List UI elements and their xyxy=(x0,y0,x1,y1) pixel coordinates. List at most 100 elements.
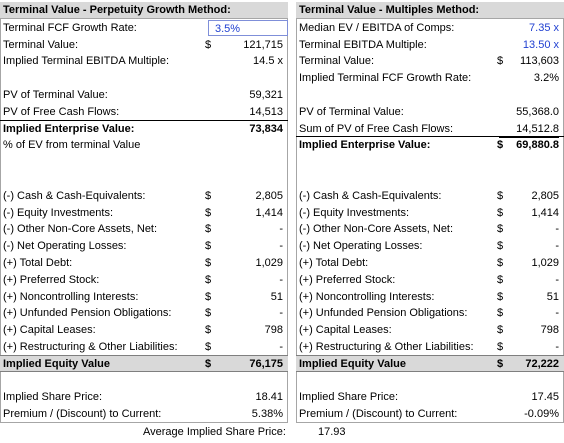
row-value: 72,222 xyxy=(525,357,559,370)
row-label: Implied Equity Value xyxy=(299,357,406,370)
row-value: - xyxy=(279,307,283,320)
row-label: Premium / (Discount) to Current: xyxy=(3,408,162,421)
row-label: PV of Terminal Value: xyxy=(299,105,404,118)
row-value: - xyxy=(555,307,559,320)
row-currency: $ xyxy=(205,206,212,219)
row-currency: $ xyxy=(205,38,212,51)
row-value: - xyxy=(555,273,559,286)
row-rule xyxy=(296,136,564,138)
row-label: Implied Share Price: xyxy=(299,391,399,404)
row-label: (+) Restructuring & Other Liabilities: xyxy=(299,341,474,353)
row-label: (+) Preferred Stock: xyxy=(3,273,100,286)
row-label: (-) Other Non-Core Assets, Net: xyxy=(3,223,158,236)
row-label: Implied Enterprise Value: xyxy=(299,139,431,152)
row-currency: $ xyxy=(497,55,504,68)
row-currency: $ xyxy=(205,223,212,236)
row-currency: $ xyxy=(497,341,504,353)
row-currency: $ xyxy=(205,357,212,370)
row-currency: $ xyxy=(205,341,212,353)
row-label: Terminal EBITDA Multiple: xyxy=(299,38,427,51)
row-label: Implied Enterprise Value: xyxy=(3,122,135,135)
row-value: 113,603 xyxy=(520,55,559,68)
row-value: 1,414 xyxy=(531,206,559,219)
panel-title: Terminal Value - Multiples Method: xyxy=(296,2,564,19)
row-label: Implied Share Price: xyxy=(3,391,103,404)
row-rule xyxy=(0,119,288,121)
row-currency: $ xyxy=(205,240,212,253)
row-label: (-) Net Operating Losses: xyxy=(299,240,423,253)
row-currency: $ xyxy=(497,273,504,286)
row-label: Terminal Value: xyxy=(299,55,374,68)
row-label: (+) Preferred Stock: xyxy=(299,273,396,286)
row-label: (+) Total Debt: xyxy=(3,257,73,269)
row-value: 14,512.8 xyxy=(499,121,559,138)
row-label: (-) Equity Investments: xyxy=(299,206,410,219)
row-value: 55,368.0 xyxy=(516,105,559,118)
row-value: 3.2% xyxy=(533,72,559,85)
row-currency: $ xyxy=(497,240,504,253)
row-label: PV of Terminal Value: xyxy=(3,89,108,101)
row-value: -0.09% xyxy=(524,408,559,421)
row-label: (-) Equity Investments: xyxy=(3,206,114,219)
row-currency: $ xyxy=(497,139,504,152)
row-value: 14,513 xyxy=(223,104,283,121)
row-value: - xyxy=(223,339,283,356)
footer-value: 17.93 xyxy=(318,426,346,438)
row-currency: $ xyxy=(497,290,504,303)
row-value: - xyxy=(555,223,559,236)
row-value: - xyxy=(279,223,283,236)
row-value: 51 xyxy=(546,290,559,303)
row-shade xyxy=(296,354,564,372)
row-currency: $ xyxy=(205,273,212,286)
row-currency: $ xyxy=(497,257,504,269)
row-shade xyxy=(0,354,288,372)
row-value: - xyxy=(555,240,559,253)
row-label: (+) Noncontrolling Interests: xyxy=(299,290,435,303)
row-value: 3.5% xyxy=(208,19,288,36)
row-value: 7.35 x xyxy=(529,21,559,34)
row-label: PV of Free Cash Flows: xyxy=(3,105,120,118)
row-value: 798 xyxy=(264,324,283,337)
row-currency: $ xyxy=(497,206,504,219)
row-label: (+) Noncontrolling Interests: xyxy=(3,290,139,303)
row-label: (+) Restructuring & Other Liabilities: xyxy=(3,341,178,353)
row-label: (+) Unfunded Pension Obligations: xyxy=(299,307,468,320)
row-currency: $ xyxy=(205,324,212,337)
row-label: Median EV / EBITDA of Comps: xyxy=(299,21,455,34)
row-currency: $ xyxy=(497,324,504,337)
row-label: % of EV from terminal Value xyxy=(3,139,141,152)
row-label: (+) Total Debt: xyxy=(299,257,369,269)
row-value: 59,321 xyxy=(249,89,283,101)
row-value: 2,805 xyxy=(531,189,559,202)
row-label: (-) Net Operating Losses: xyxy=(3,240,127,253)
row-value: 14.5 x xyxy=(253,55,283,68)
row-label: (-) Cash & Cash-Equivalents: xyxy=(3,189,146,202)
row-currency: $ xyxy=(205,307,212,320)
row-value: 76,175 xyxy=(249,357,283,370)
row-value: 1,029 xyxy=(255,257,283,269)
row-label: Implied Terminal EBITDA Multiple: xyxy=(3,55,170,68)
row-value: 13.50 x xyxy=(522,38,559,51)
row-value: 121,715 xyxy=(243,38,283,51)
row-currency: $ xyxy=(497,223,504,236)
row-label: (-) Other Non-Core Assets, Net: xyxy=(299,223,454,236)
row-currency: $ xyxy=(205,189,212,202)
row-value: 798 xyxy=(540,324,559,337)
row-value: 1,414 xyxy=(255,206,283,219)
row-currency: $ xyxy=(497,357,504,370)
row-currency: $ xyxy=(205,290,212,303)
row-label: Terminal Value: xyxy=(3,38,78,51)
row-label: Terminal FCF Growth Rate: xyxy=(3,21,137,34)
row-value: 69,880.8 xyxy=(516,139,559,152)
row-value: 51 xyxy=(270,290,283,303)
row-label: Implied Terminal FCF Growth Rate: xyxy=(299,72,472,85)
row-value: 2,805 xyxy=(255,189,283,202)
row-currency: $ xyxy=(205,257,212,269)
row-currency: $ xyxy=(497,189,504,202)
row-value: - xyxy=(279,240,283,253)
row-label: Sum of PV of Free Cash Flows: xyxy=(299,122,454,135)
footer-label: Average Implied Share Price: xyxy=(143,426,286,438)
row-value: - xyxy=(499,339,559,356)
row-value: 17.45 xyxy=(531,391,559,404)
row-label: (+) Unfunded Pension Obligations: xyxy=(3,307,172,320)
